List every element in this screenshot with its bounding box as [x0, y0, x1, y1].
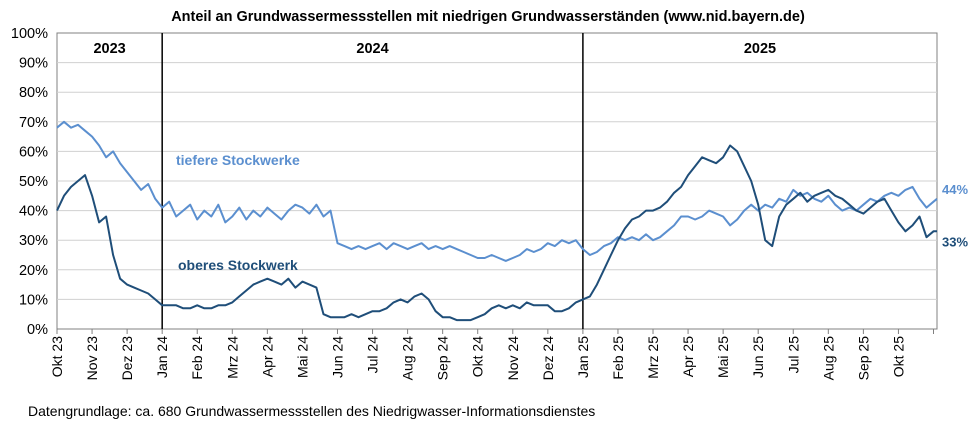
x-tick-label: Okt 23: [49, 336, 65, 377]
y-tick-label: 40%: [19, 204, 48, 220]
x-tick-label: Feb 25: [610, 336, 626, 380]
x-tick-label: Feb 24: [189, 336, 205, 380]
series-label-oberes-stockwerk: oberes Stockwerk: [178, 257, 298, 273]
x-tick-label: Okt 24: [470, 336, 486, 377]
series-label-tiefere-stockwerke: tiefere Stockwerke: [176, 152, 300, 168]
year-label: 2023: [93, 41, 125, 57]
x-tick-label: Dez 24: [540, 336, 556, 381]
x-tick-label: Apr 25: [680, 336, 696, 377]
x-tick-label: Sep 24: [435, 336, 451, 381]
x-tick-label: Jan 25: [575, 336, 591, 378]
y-tick-label: 100%: [11, 26, 48, 42]
y-tick-label: 50%: [19, 174, 48, 190]
x-tick-label: Mrz 24: [224, 336, 240, 379]
x-tick-label: Aug 25: [820, 336, 836, 381]
x-tick-label: Jul 24: [365, 336, 381, 374]
source-note: Datengrundlage: ca. 680 Grundwassermesss…: [28, 403, 595, 419]
x-tick-label: Nov 24: [505, 336, 521, 381]
y-tick-label: 30%: [19, 233, 48, 249]
x-tick-label: Apr 24: [259, 336, 275, 377]
x-tick-label: Jun 24: [329, 336, 345, 378]
end-value-label-tiefere-stockwerke: 44%: [942, 182, 968, 197]
x-tick-label: Sep 25: [855, 336, 871, 381]
x-tick-label: Nov 23: [84, 336, 100, 381]
chart-title: Anteil an Grundwassermessstellen mit nie…: [171, 9, 805, 25]
y-tick-label: 90%: [19, 56, 48, 72]
end-value-label-oberes-stockwerk: 33%: [942, 234, 968, 249]
year-label: 2024: [356, 41, 388, 57]
series-line-tiefere-stockwerke: [56, 120, 938, 262]
x-tick-label: Okt 25: [890, 336, 906, 377]
series-line-oberes-stockwerk: [56, 144, 937, 322]
x-tick-label: Dez 23: [119, 336, 135, 381]
plot-area: 0% 10% 20% 30% 40% 50% 60% 70% 80% 90% 100% Okt 23 N…: [11, 26, 969, 380]
y-tick-label: 10%: [19, 292, 48, 308]
y-tick-label: 60%: [19, 144, 48, 160]
x-tick-label: Mai 25: [715, 336, 731, 378]
y-tick-label: 0%: [27, 322, 48, 338]
y-tick-label: 20%: [19, 263, 48, 279]
y-tick-label: 70%: [19, 115, 48, 131]
x-tick-label: Aug 24: [400, 336, 416, 381]
x-tick-label: Jul 25: [785, 336, 801, 374]
x-tick-label: Jan 24: [154, 336, 170, 378]
year-label: 2025: [744, 41, 776, 57]
x-tick-label: Mai 24: [294, 336, 310, 378]
x-tick-label: Jun 25: [750, 336, 766, 378]
x-tick-label: Mrz 25: [645, 336, 661, 379]
y-tick-label: 80%: [19, 85, 48, 101]
